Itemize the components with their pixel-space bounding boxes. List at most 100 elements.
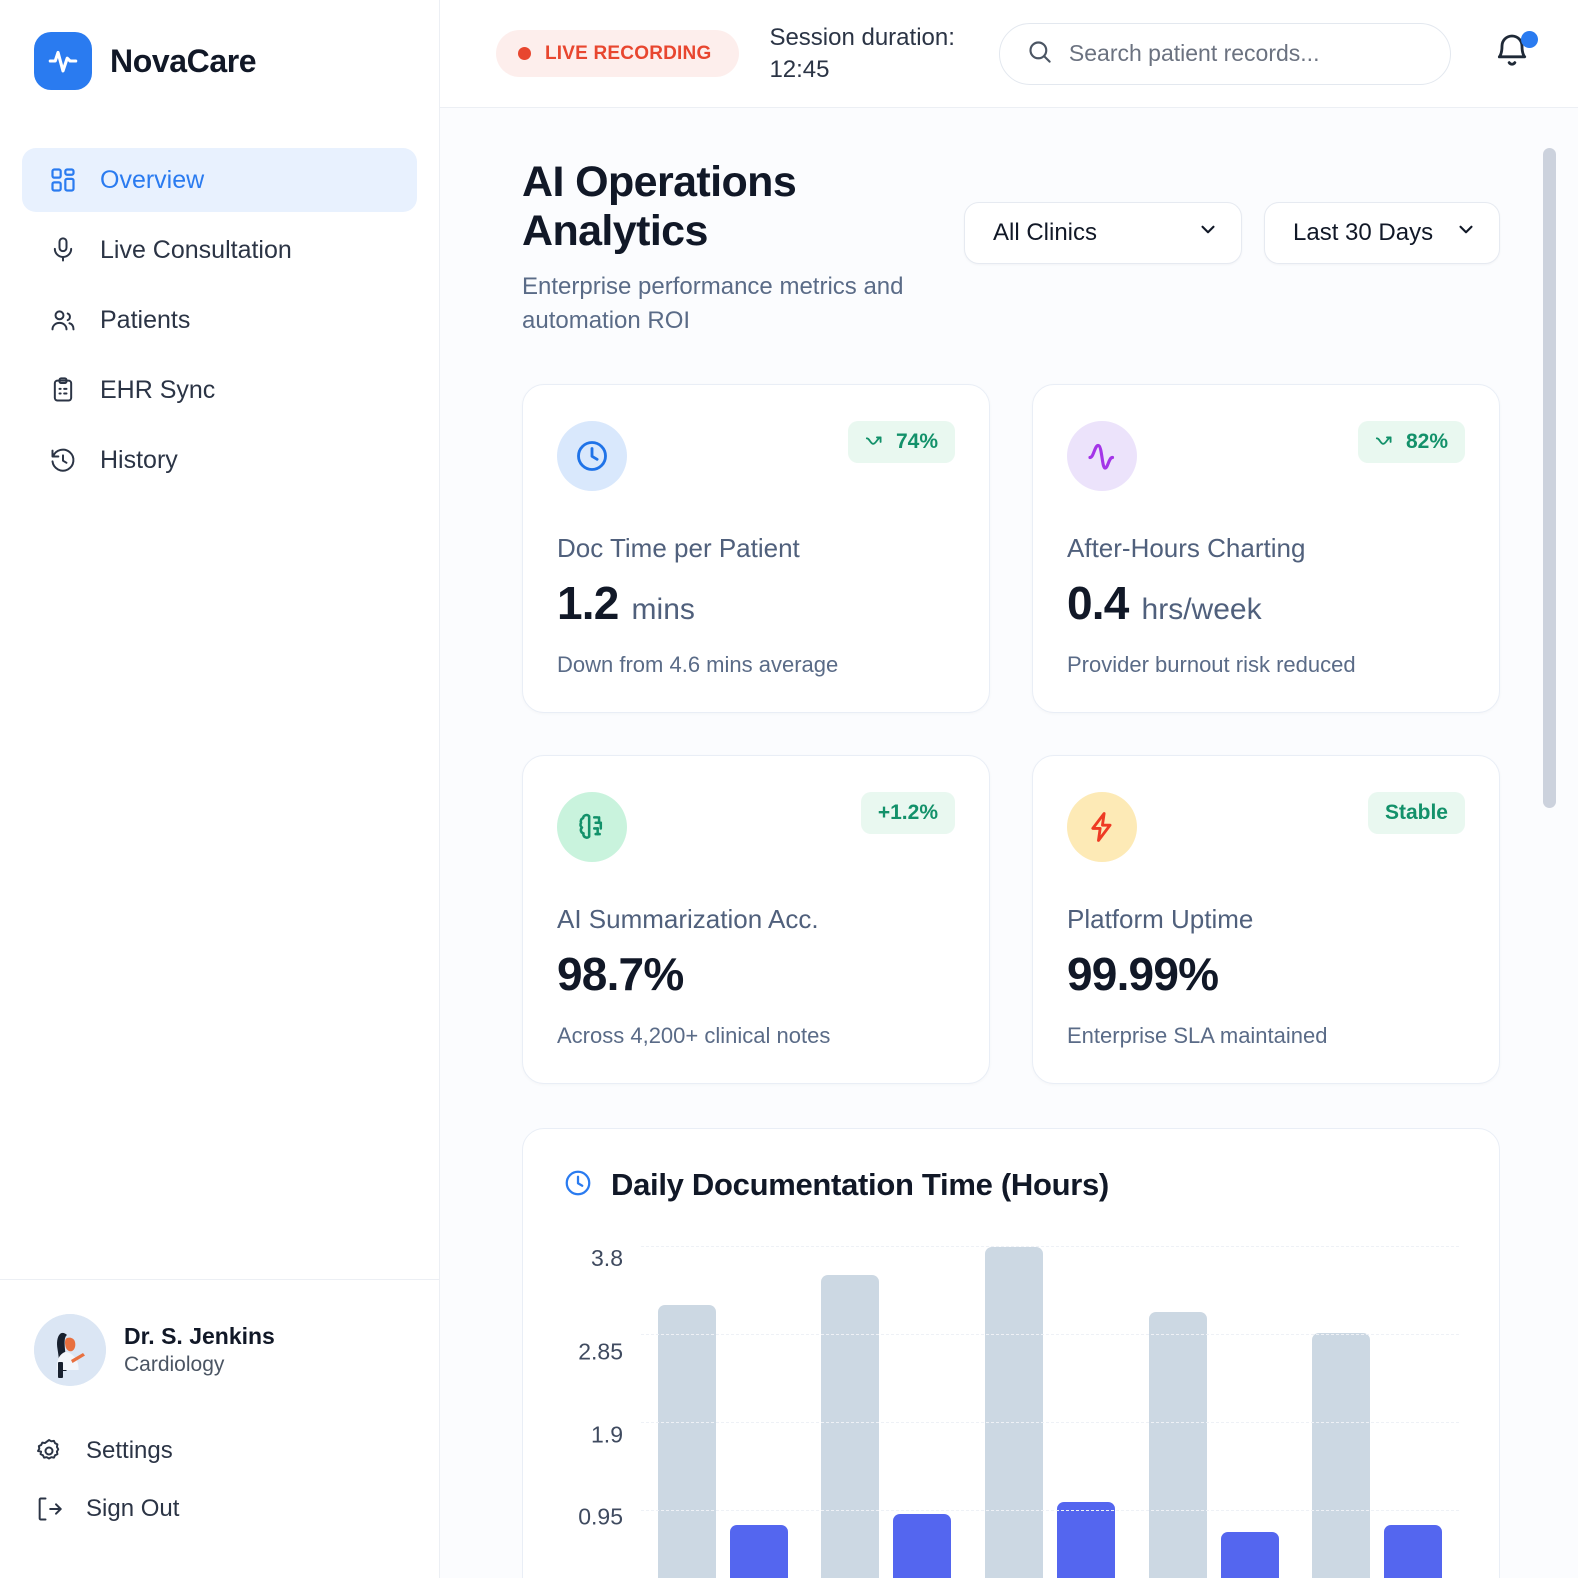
metric-card-doc-time[interactable]: 74% Doc Time per Patient 1.2 mins Down f… [522, 384, 990, 714]
bar-group [1132, 1247, 1296, 1578]
sidebar-item-label: EHR Sync [100, 375, 216, 404]
metric-unit: hrs/week [1141, 593, 1262, 627]
brand-name: NovaCare [110, 42, 257, 79]
bar-group [641, 1247, 805, 1578]
settings-link[interactable]: Settings [34, 1422, 405, 1480]
chevron-down-icon [1455, 219, 1477, 248]
plot-area [641, 1246, 1459, 1578]
filter-group: All Clinics Last 30 Days [964, 158, 1500, 264]
metric-value: 1.2 [557, 577, 619, 630]
session-duration: Session duration: 12:45 [769, 22, 954, 84]
sidebar-item-ehr-sync[interactable]: EHR Sync [22, 358, 417, 422]
metric-note: Across 4,200+ clinical notes [557, 1023, 831, 1049]
search-icon [1026, 38, 1053, 70]
sidebar-item-history[interactable]: History [22, 428, 417, 492]
metric-card-platform-uptime[interactable]: Stable Platform Uptime 99.99% Enterprise… [1032, 755, 1500, 1085]
bar-with-ai[interactable] [1220, 1532, 1279, 1578]
y-axis-tick: 3.8 [591, 1245, 623, 1272]
logout-icon [34, 1494, 64, 1524]
status-badge: +1.2% [860, 792, 955, 835]
grid-line [641, 1422, 1459, 1424]
clinic-filter-select[interactable]: All Clinics [964, 202, 1242, 264]
y-axis: 3.8 2.85 1.9 0.95 0 [563, 1247, 641, 1578]
bar-with-ai[interactable] [893, 1513, 952, 1578]
page-title: AI Operations Analytics [522, 158, 797, 255]
page-header: AI Operations Analytics Enterprise perfo… [482, 108, 1500, 338]
status-badge: 82% [1357, 421, 1465, 464]
bar-group [1295, 1247, 1459, 1578]
metric-note: Provider burnout risk reduced [1067, 652, 1356, 678]
date-range-select[interactable]: Last 30 Days [1264, 202, 1500, 264]
sidebar-item-patients[interactable]: Patients [22, 288, 417, 352]
search-bar[interactable] [998, 22, 1451, 85]
status-badge: Stable [1367, 792, 1465, 835]
sidebar-item-overview[interactable]: Overview [22, 148, 417, 212]
bar-with-ai[interactable] [1384, 1525, 1443, 1578]
metric-cards: 74% Doc Time per Patient 1.2 mins Down f… [482, 338, 1500, 1085]
scrollbar-thumb[interactable] [1543, 148, 1556, 808]
sidebar-item-label: Overview [100, 165, 205, 194]
y-axis-tick: 0 [610, 1576, 623, 1578]
search-input[interactable] [1068, 40, 1424, 67]
date-range-value: Last 30 Days [1293, 219, 1434, 246]
bar-with-ai[interactable] [1056, 1501, 1115, 1578]
recording-dot-icon [518, 46, 531, 60]
sidebar-item-live-consultation[interactable]: Live Consultation [22, 218, 417, 282]
bar-before-ai[interactable] [821, 1274, 880, 1578]
metric-note: Enterprise SLA maintained [1067, 1023, 1328, 1049]
notification-dot [1521, 30, 1538, 48]
metric-label: Doc Time per Patient [557, 533, 800, 564]
grid-icon [48, 165, 78, 195]
brand: NovaCare [0, 0, 439, 90]
sidebar-item-label: History [100, 445, 178, 474]
metric-value: 0.4 [1067, 577, 1129, 630]
signout-link[interactable]: Sign Out [34, 1480, 405, 1538]
bar-before-ai[interactable] [1148, 1312, 1207, 1578]
metric-note: Down from 4.6 mins average [557, 652, 839, 678]
clock-icon [563, 1168, 593, 1203]
user-profile[interactable]: Dr. S. Jenkins Cardiology [34, 1314, 405, 1386]
main-area: LIVE RECORDING Session duration: 12:45 [440, 0, 1578, 1578]
pulse-icon [34, 32, 92, 90]
y-axis-tick: 1.9 [591, 1421, 623, 1448]
signout-label: Sign Out [86, 1495, 180, 1522]
trend-down-icon [865, 436, 882, 445]
clock-icon [557, 421, 627, 492]
notifications-button[interactable] [1492, 30, 1538, 77]
content-scroll: AI Operations Analytics Enterprise perfo… [440, 108, 1578, 1578]
bar-with-ai[interactable] [729, 1525, 788, 1578]
sidebar-item-label: Live Consultation [100, 235, 292, 264]
history-clock-icon [48, 445, 78, 475]
vertical-scrollbar[interactable] [1543, 148, 1556, 1578]
live-recording-label: LIVE RECORDING [545, 42, 712, 64]
sidebar-footer: Dr. S. Jenkins Cardiology Settings [0, 1279, 439, 1578]
page-subtitle: Enterprise performance metrics and autom… [522, 273, 904, 335]
sidebar-item-label: Patients [100, 305, 191, 334]
sidebar-nav: Overview Live Consultation Patients [0, 148, 439, 492]
metric-label: AI Summarization Acc. [557, 904, 819, 935]
bar-group [805, 1247, 969, 1578]
y-axis-tick: 2.85 [578, 1338, 623, 1365]
activity-pulse-icon [1067, 421, 1137, 492]
daily-documentation-chart: Daily Documentation Time (Hours) 3.8 2.85… [522, 1128, 1500, 1578]
metric-label: After-Hours Charting [1067, 533, 1306, 564]
metric-label: Platform Uptime [1067, 904, 1254, 935]
metric-card-ai-summarization[interactable]: +1.2% AI Summarization Acc. 98.7% Across… [522, 755, 990, 1085]
metric-value: 98.7% [557, 948, 684, 1001]
metric-value: 99.99% [1067, 948, 1219, 1001]
bar-before-ai[interactable] [984, 1247, 1043, 1578]
topbar: LIVE RECORDING Session duration: 12:45 [440, 0, 1578, 108]
bar-before-ai[interactable] [1312, 1333, 1371, 1578]
profile-name: Dr. S. Jenkins [124, 1322, 275, 1349]
gear-icon [34, 1436, 64, 1466]
sidebar: NovaCare Overview Live Consultat [0, 0, 440, 1578]
bar-before-ai[interactable] [657, 1304, 716, 1578]
metric-unit: mins [631, 593, 695, 627]
metric-card-after-hours[interactable]: 82% After-Hours Charting 0.4 hrs/week Pr… [1032, 384, 1500, 714]
profile-role: Cardiology [124, 1352, 225, 1376]
grid-line [641, 1334, 1459, 1336]
clipboard-icon [48, 375, 78, 405]
clinic-filter-value: All Clinics [993, 219, 1098, 246]
session-duration-label: Session duration: [769, 24, 955, 52]
